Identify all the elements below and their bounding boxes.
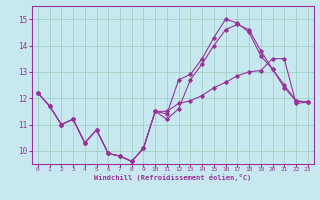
X-axis label: Windchill (Refroidissement éolien,°C): Windchill (Refroidissement éolien,°C): [94, 174, 252, 181]
